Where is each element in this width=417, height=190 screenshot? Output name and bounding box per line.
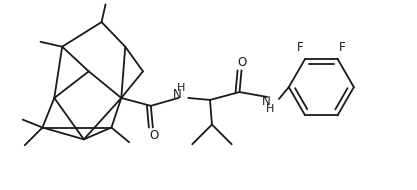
Text: H: H [266,104,274,114]
Text: H: H [177,83,186,93]
Text: O: O [238,56,247,69]
Text: O: O [149,129,158,142]
Text: F: F [297,41,304,54]
Text: N: N [262,95,271,108]
Text: N: N [173,88,182,101]
Text: F: F [339,41,346,54]
